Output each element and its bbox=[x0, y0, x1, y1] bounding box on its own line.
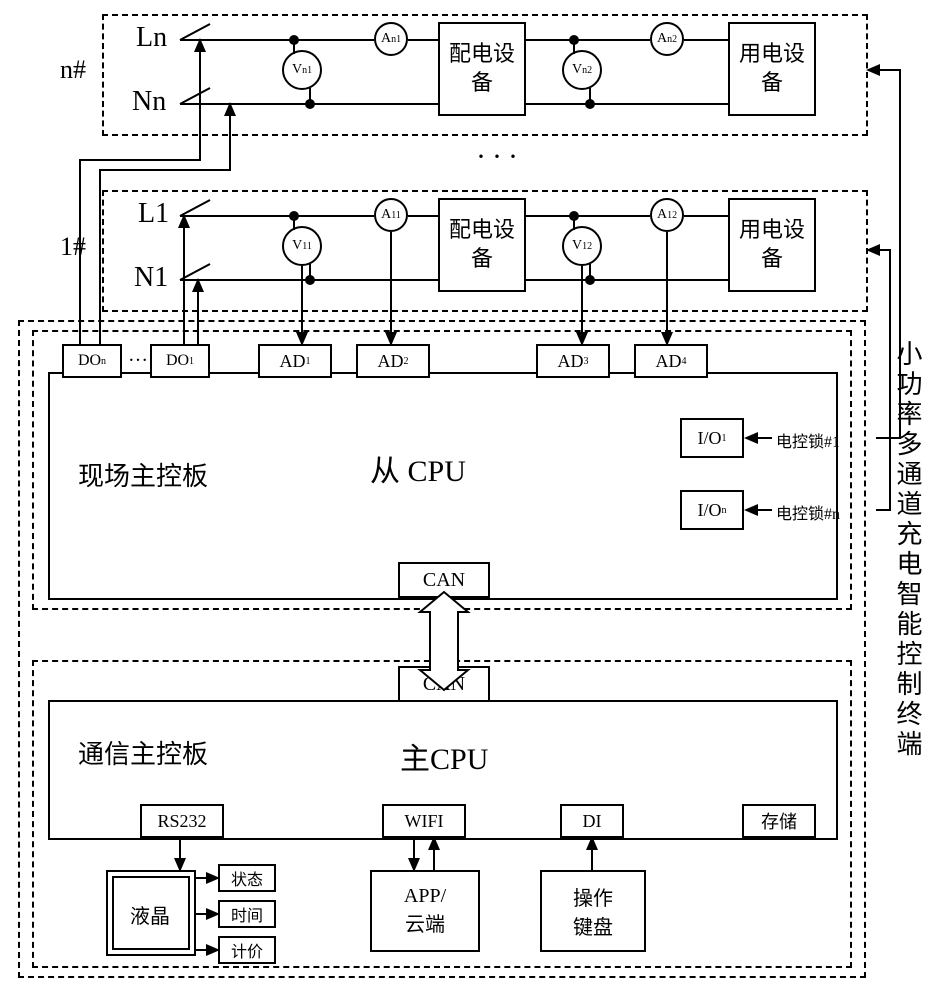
A-n2: An2 bbox=[650, 22, 684, 56]
master-cpu-label: 主CPU bbox=[400, 734, 488, 778]
port-storage: 存储 bbox=[742, 804, 816, 838]
channel-n-dist-box: 配电设备 bbox=[438, 22, 526, 116]
slave-board-label: 现场主控板 bbox=[78, 456, 208, 493]
V-n2: Vn2 bbox=[562, 50, 602, 90]
V-12: V12 bbox=[562, 226, 602, 266]
AD1: AD1 bbox=[258, 344, 332, 378]
A-11: A11 bbox=[374, 198, 408, 232]
terminal-title: 小功率多通道充电智能控制终端 bbox=[889, 340, 926, 760]
channel-1-N: N1 bbox=[134, 262, 168, 294]
channel-1-use-box: 用电设备 bbox=[728, 198, 816, 292]
AD4: AD4 bbox=[634, 344, 708, 378]
AD3: AD3 bbox=[536, 344, 610, 378]
lcd-time: 时间 bbox=[218, 900, 276, 928]
lock1-label: 电控锁#1 bbox=[776, 428, 840, 452]
app-cloud-box: APP/ 云端 bbox=[370, 870, 480, 952]
channel-n-use-box: 用电设备 bbox=[728, 22, 816, 116]
A-12: A12 bbox=[650, 198, 684, 232]
IOn: I/On bbox=[680, 490, 744, 530]
channel-1-index: 1# bbox=[60, 232, 86, 262]
slave-cpu-label: 从 CPU bbox=[370, 446, 466, 490]
V-11: V11 bbox=[282, 226, 322, 266]
master-can: CAN bbox=[398, 666, 490, 702]
lockn-label: 电控锁#n bbox=[776, 500, 840, 524]
IO1: I/O1 bbox=[680, 418, 744, 458]
keyboard-box: 操作 键盘 bbox=[540, 870, 646, 952]
slave-can: CAN bbox=[398, 562, 490, 598]
master-board-label: 通信主控板 bbox=[78, 734, 208, 771]
channel-n-index: n# bbox=[60, 55, 86, 85]
lcd-status: 状态 bbox=[218, 864, 276, 892]
channel-dots: ··· bbox=[476, 140, 524, 174]
channel-1-L: L1 bbox=[138, 198, 169, 230]
DO-ellipsis: … bbox=[128, 344, 148, 367]
channel-n-N: Nn bbox=[132, 86, 166, 118]
DO-n: DOn bbox=[62, 344, 122, 378]
port-wifi: WIFI bbox=[382, 804, 466, 838]
channel-1-dist-box: 配电设备 bbox=[438, 198, 526, 292]
AD2: AD2 bbox=[356, 344, 430, 378]
V-n1: Vn1 bbox=[282, 50, 322, 90]
lcd-label: 液晶 bbox=[130, 900, 170, 929]
lcd-price: 计价 bbox=[218, 936, 276, 964]
DO-1: DO1 bbox=[150, 344, 210, 378]
channel-n-L: Ln bbox=[136, 22, 167, 54]
port-di: DI bbox=[560, 804, 624, 838]
A-n1: An1 bbox=[374, 22, 408, 56]
port-rs232: RS232 bbox=[140, 804, 224, 838]
